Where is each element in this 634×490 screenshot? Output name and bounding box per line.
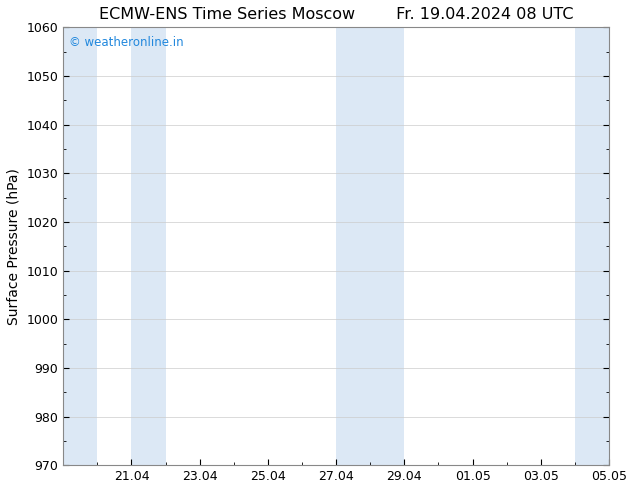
Bar [63, 27, 98, 465]
Text: © weatheronline.in: © weatheronline.in [68, 36, 183, 49]
Y-axis label: Surface Pressure (hPa): Surface Pressure (hPa) [7, 168, 21, 325]
Bar [131, 27, 165, 465]
Bar [336, 27, 404, 465]
Bar [575, 27, 626, 465]
Title: ECMW-ENS Time Series Moscow        Fr. 19.04.2024 08 UTC: ECMW-ENS Time Series Moscow Fr. 19.04.20… [99, 7, 573, 22]
